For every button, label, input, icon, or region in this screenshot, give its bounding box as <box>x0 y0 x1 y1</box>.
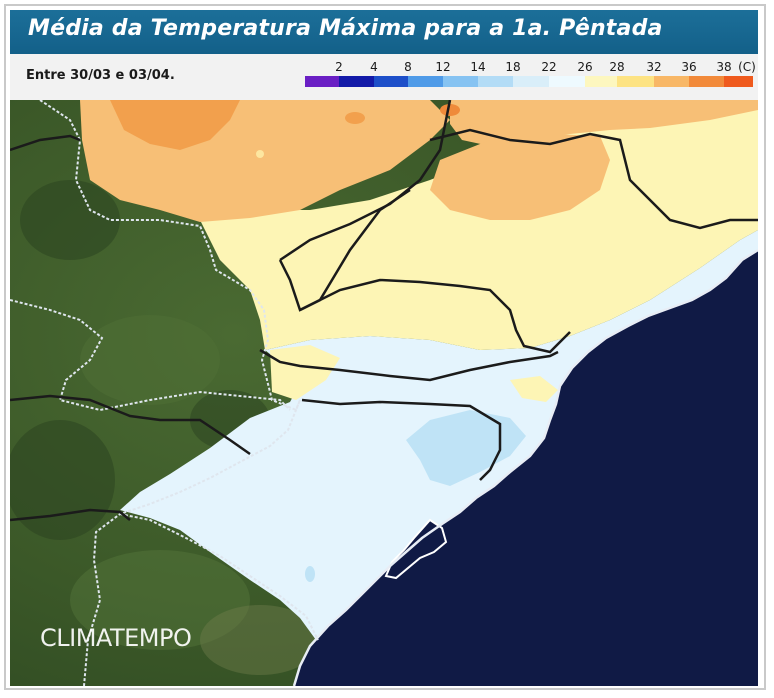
temp-zone-deep-orange <box>345 112 365 124</box>
vegetation-patch <box>10 420 115 540</box>
state-border <box>429 128 758 230</box>
period-label: Entre 30/03 e 03/04. <box>26 68 175 83</box>
legend-label: 26 <box>577 60 593 74</box>
state-border <box>10 508 131 522</box>
map-canvas <box>10 100 758 686</box>
legend-label: 28 <box>609 60 625 74</box>
legend-label: 12 <box>435 60 451 74</box>
temp-zone-orange <box>430 134 610 220</box>
temperature-legend: 2 4 8 12 14 18 22 26 28 32 36 38 (C) <box>295 60 756 92</box>
info-bar: Entre 30/03 e 03/04. 2 4 8 12 14 18 22 2… <box>10 54 758 100</box>
state-border <box>259 348 559 382</box>
map-title: Média da Temperatura Máxima para a 1a. P… <box>28 16 663 41</box>
legend-swatch <box>305 76 339 87</box>
legend-label: 2 <box>335 60 343 74</box>
vegetation-patch <box>80 315 220 405</box>
vegetation-patch <box>20 180 120 260</box>
legend-label: 36 <box>681 60 697 74</box>
temp-zone-deep-orange <box>440 104 460 116</box>
legend-label: 18 <box>505 60 521 74</box>
state-border <box>301 398 502 481</box>
legend-swatch <box>654 76 689 87</box>
country-border <box>119 513 319 641</box>
lagoon <box>384 518 448 580</box>
state-border <box>299 278 571 354</box>
temp-zone-pale-yellow <box>200 100 758 350</box>
legend-label: 38 <box>716 60 732 74</box>
title-bar: Média da Temperatura Máxima para a 1a. P… <box>10 10 758 54</box>
legend-swatch <box>408 76 443 87</box>
legend-swatch <box>478 76 513 87</box>
legend-label: 22 <box>541 60 557 74</box>
legend-swatch <box>513 76 549 87</box>
legend-label: 4 <box>370 60 378 74</box>
temp-zone-blue <box>406 410 526 486</box>
temp-zone-pale-yellow <box>270 345 340 400</box>
legend-swatch <box>617 76 654 87</box>
temperature-map <box>10 100 758 686</box>
country-border <box>83 399 301 686</box>
legend-swatch <box>443 76 478 87</box>
legend-swatch <box>724 76 753 87</box>
climatempo-logo: CLIMATEMPO <box>40 624 192 652</box>
vegetation-patch <box>70 550 250 650</box>
country-border <box>39 100 301 412</box>
ocean <box>294 250 758 686</box>
temp-zone-blue <box>305 566 315 582</box>
temp-zone-pale-yellow <box>256 150 264 158</box>
legend-swatch <box>374 76 408 87</box>
legend-unit: (C) <box>738 60 756 74</box>
coastline <box>292 248 758 686</box>
temp-zone-deep-orange <box>110 100 240 150</box>
country-border <box>10 299 291 412</box>
legend-swatch <box>585 76 617 87</box>
legend-label: 32 <box>646 60 662 74</box>
legend-swatch <box>549 76 585 87</box>
legend-label: 14 <box>470 60 486 74</box>
temp-zone-orange <box>450 100 758 146</box>
temp-zone-pale-yellow <box>510 376 558 402</box>
state-border <box>10 394 251 456</box>
legend-swatch <box>339 76 374 87</box>
legend-swatch <box>689 76 724 87</box>
state-border <box>10 134 81 152</box>
legend-label: 8 <box>404 60 412 74</box>
vegetation-patch <box>200 605 320 675</box>
